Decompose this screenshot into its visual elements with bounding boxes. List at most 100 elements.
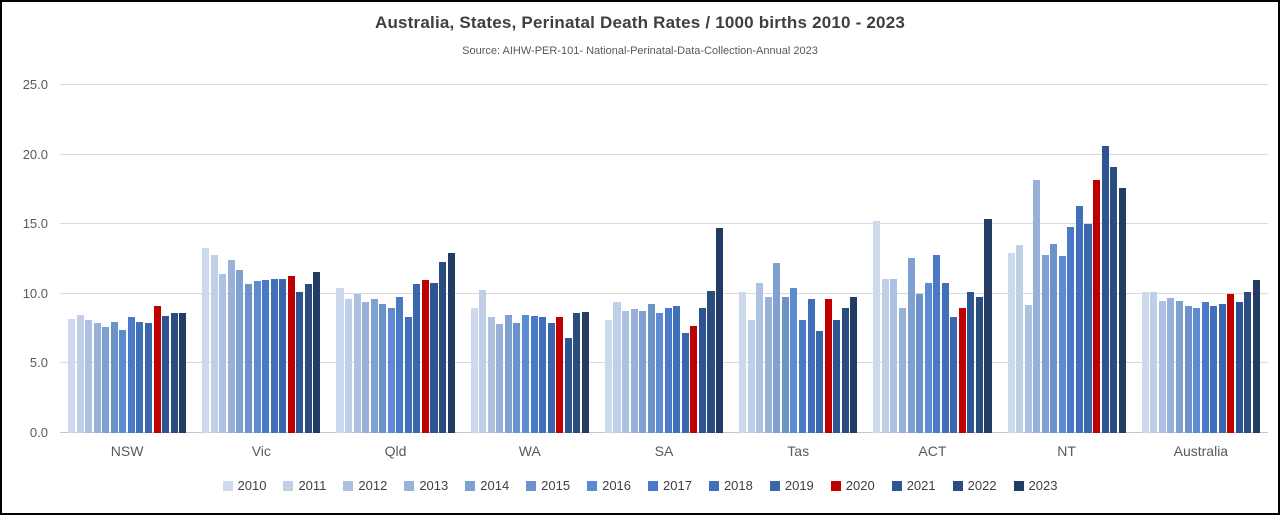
bar-WA-2017 — [530, 316, 538, 433]
bar-ACT-2016 — [924, 282, 932, 433]
bar-Tas-2020 — [824, 299, 832, 433]
bar-SA-2019 — [681, 332, 689, 433]
bar-NT-2021 — [1101, 146, 1109, 433]
bar-SA-2013 — [630, 309, 638, 433]
legend-label: 2018 — [723, 478, 753, 493]
bar-ACT-2015 — [916, 293, 924, 433]
bar-Tas-2019 — [816, 331, 824, 433]
bar-WA-2014 — [504, 314, 512, 433]
bar-group-Australia — [1134, 85, 1268, 433]
bar-Vic-2022 — [304, 284, 312, 433]
bar-NT-2016 — [1058, 256, 1066, 433]
bar-NSW-2021 — [162, 316, 170, 433]
bar-Vic-2018 — [270, 278, 278, 433]
legend-swatch-icon — [526, 480, 537, 491]
legend-item-2016: 2016 — [587, 478, 631, 493]
bar-Qld-2017 — [396, 296, 404, 433]
gridline-10.0 — [60, 292, 1268, 294]
x-label-ACT: ACT — [918, 443, 947, 459]
bar-group-NSW — [60, 85, 194, 433]
bar-Qld-2015 — [379, 303, 387, 433]
bar-Vic-2017 — [262, 279, 270, 433]
bar-Tas-2021 — [833, 320, 841, 433]
bar-ACT-2019 — [950, 317, 958, 433]
bar-NSW-2013 — [93, 323, 101, 433]
legend-item-2011: 2011 — [283, 478, 326, 493]
legend-label: 2020 — [845, 478, 875, 493]
bar-group-ACT — [865, 85, 999, 433]
bar-Australia-2022 — [1244, 292, 1252, 433]
bar-Qld-2014 — [370, 299, 378, 433]
legend-label: 2017 — [663, 478, 692, 493]
legend-item-2023: 2023 — [1013, 478, 1058, 493]
bar-ACT-2017 — [933, 254, 941, 433]
bar-SA-2010 — [604, 320, 612, 433]
bar-Vic-2011 — [210, 254, 218, 433]
bar-Australia-2023 — [1252, 279, 1260, 433]
bar-Tas-2012 — [756, 282, 764, 433]
legend-swatch-icon — [465, 480, 476, 491]
bar-WA-2016 — [521, 314, 530, 433]
bar-ACT-2014 — [907, 257, 915, 433]
bar-NT-2010 — [1007, 253, 1015, 433]
bar-NSW-2018 — [136, 321, 144, 433]
bar-SA-2016 — [656, 313, 664, 433]
x-label-SA: SA — [654, 443, 674, 459]
bar-ACT-2021 — [967, 292, 975, 433]
bar-NSW-2010 — [68, 318, 76, 433]
legend-label: 2015 — [541, 478, 571, 493]
bar-Tas-2010 — [739, 292, 747, 433]
legend-item-2010: 2010 — [222, 478, 266, 493]
x-label-Vic: Vic — [251, 443, 271, 459]
bar-SA-2012 — [622, 310, 630, 433]
bar-Vic-2013 — [227, 260, 235, 433]
y-tick-label-5.0: 5.0 — [29, 355, 48, 371]
bar-Qld-2010 — [336, 288, 344, 433]
bar-WA-2021 — [564, 338, 572, 433]
legend-swatch-icon — [830, 480, 841, 491]
bar-Australia-2019 — [1218, 303, 1226, 433]
gridline-0.0 — [60, 432, 1268, 433]
legend-label: 2021 — [906, 478, 936, 493]
legend-swatch-icon — [343, 480, 354, 491]
bar-Qld-2011 — [345, 299, 353, 433]
bar-Tas-2023 — [850, 296, 858, 433]
legend-swatch-icon — [222, 480, 233, 491]
bar-Qld-2023 — [447, 253, 455, 433]
bar-NT-2011 — [1016, 245, 1024, 433]
bar-WA-2022 — [573, 313, 581, 433]
y-tick-label-15.0: 15.0 — [22, 216, 48, 232]
chart-subtitle: Source: AIHW-PER-101- National-Perinatal… — [462, 45, 818, 57]
bar-Australia-2016 — [1193, 307, 1201, 433]
bar-Tas-2016 — [790, 288, 798, 433]
bar-Vic-2016 — [253, 281, 261, 433]
bar-ACT-2010 — [873, 221, 881, 433]
bar-ACT-2023 — [984, 218, 992, 433]
bar-Qld-2019 — [413, 284, 421, 433]
bar-SA-2023 — [716, 228, 724, 433]
legend-item-2015: 2015 — [526, 478, 570, 493]
bar-SA-2018 — [673, 306, 681, 433]
bar-NSW-2016 — [119, 330, 127, 433]
bar-Tas-2015 — [781, 296, 789, 433]
bar-WA-2010 — [470, 307, 478, 433]
legend-item-2012: 2012 — [343, 478, 387, 493]
legend-label: 2023 — [1028, 478, 1058, 493]
bar-Qld-2016 — [387, 307, 395, 433]
x-axis: NSW Vic Qld WA SA Tas ACT NT Australia — [60, 443, 1268, 459]
bar-ACT-2011 — [881, 278, 889, 433]
bar-Australia-2012 — [1158, 300, 1166, 433]
bar-NSW-2019 — [144, 323, 152, 433]
legend-item-2014: 2014 — [465, 478, 509, 493]
bar-SA-2020 — [690, 325, 698, 433]
bar-Vic-2019 — [279, 278, 287, 433]
gridline-20.0 — [60, 153, 1268, 155]
bar-WA-2013 — [496, 324, 504, 433]
legend-label: 2013 — [419, 478, 449, 493]
plot-area — [60, 84, 1268, 433]
bar-NSW-2011 — [76, 314, 84, 433]
y-tick-label-0.0: 0.0 — [29, 425, 48, 440]
bar-WA-2018 — [539, 317, 547, 433]
bar-group-Qld — [328, 85, 462, 433]
bar-SA-2017 — [664, 307, 672, 433]
